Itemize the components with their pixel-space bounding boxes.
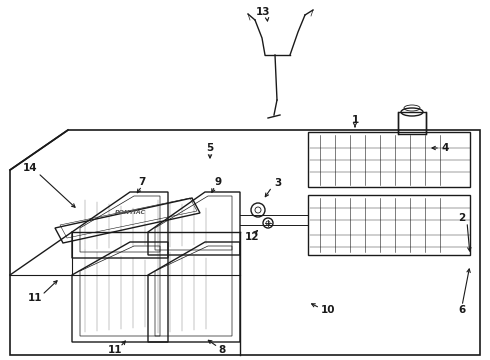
Text: 11: 11 bbox=[28, 293, 42, 303]
Text: 1: 1 bbox=[351, 115, 359, 125]
Text: 13: 13 bbox=[256, 7, 270, 17]
Text: 8: 8 bbox=[219, 345, 225, 355]
Bar bbox=[308, 195, 470, 255]
Text: 5: 5 bbox=[206, 143, 214, 153]
Text: 3: 3 bbox=[274, 178, 282, 188]
Bar bbox=[308, 132, 470, 187]
Text: 10: 10 bbox=[321, 305, 335, 315]
Text: 7: 7 bbox=[138, 177, 146, 187]
Text: 4: 4 bbox=[441, 143, 449, 153]
Text: 2: 2 bbox=[458, 213, 466, 223]
Text: PONTIAC: PONTIAC bbox=[115, 210, 146, 215]
Text: 9: 9 bbox=[215, 177, 221, 187]
Text: 11: 11 bbox=[108, 345, 122, 355]
Text: 6: 6 bbox=[458, 305, 466, 315]
Bar bbox=[398, 112, 426, 134]
Text: 14: 14 bbox=[23, 163, 37, 173]
Text: 12: 12 bbox=[245, 232, 259, 242]
